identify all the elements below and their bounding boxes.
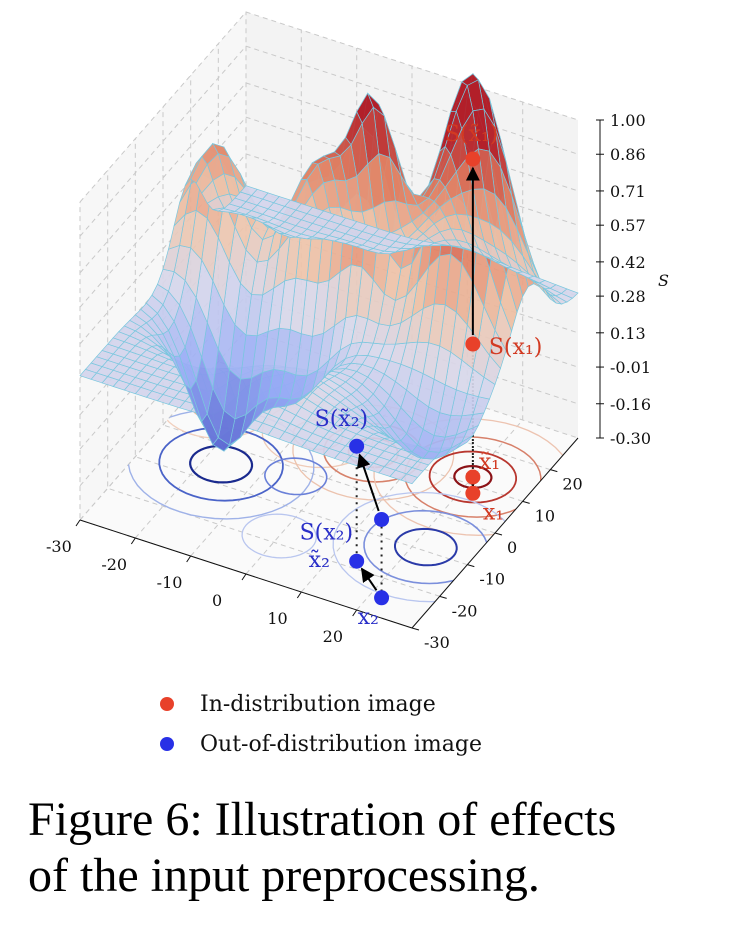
surface-cell: [239, 185, 258, 196]
x-tick-label: -20: [101, 555, 127, 574]
surface-plot: 1.00 0.86 0.71 0.57 0.42 0.28 0.13 -0.01 -0.16 -0…: [46, 11, 669, 652]
caption-line-1: Figure 6: Illustration of effects: [28, 793, 617, 846]
y-tick-label: -30: [424, 633, 450, 652]
point-label-S_x1_tilde: S(x̃₁): [445, 122, 498, 147]
z-tick-label: -0.16: [610, 395, 651, 414]
grid-line-z: [79, 45, 579, 237]
z-tick-label: 0.71: [610, 182, 646, 201]
z-tick-label: 0.28: [610, 287, 646, 306]
grid-line-z: [79, 153, 579, 345]
contour-ring: [363, 509, 489, 585]
z-tick-label: 0.86: [610, 145, 646, 164]
grid-line-y: [79, 202, 413, 629]
point-label-S_x2_tilde: S(x̃₂): [315, 407, 368, 432]
contour-ring: [158, 426, 284, 502]
z-tick-label: 0.13: [610, 324, 646, 343]
axes: 1.00 0.86 0.71 0.57 0.42 0.28 0.13 -0.01 -0.16 -0…: [46, 111, 669, 652]
point-label-x1: x₁: [483, 500, 504, 525]
grid-line-y: [162, 107, 496, 534]
point-S_x1: [465, 336, 481, 352]
points: x₁ x̃₁ S(x₁) S(x̃₁) x₂ x̃₂ S(x₂) S(x̃₂): [300, 122, 543, 630]
point-label-S_x1: S(x₁): [489, 335, 542, 360]
point-S_x2_tilde: [349, 438, 365, 454]
figure-caption: Figure 6: Illustration of effects of the…: [28, 792, 728, 904]
legend: In-distribution image Out-of-distributio…: [160, 684, 482, 764]
arrow-x2: [360, 567, 378, 591]
y-tick: [550, 469, 558, 473]
contour-ring: [241, 513, 317, 559]
legend-label-in: In-distribution image: [200, 691, 436, 717]
point-label-S_x2: S(x₂): [300, 520, 353, 545]
x-tick-label: 20: [323, 627, 343, 646]
point-x2_tilde: [349, 553, 365, 569]
point-S_x1_tilde: [465, 151, 481, 167]
x-tick-label: -30: [46, 537, 72, 556]
grid-line-y: [107, 170, 440, 597]
point-x1_tilde: [465, 469, 481, 485]
legend-marker-in: [160, 697, 174, 711]
contour-ring: [264, 457, 328, 496]
y-tick: [494, 532, 503, 536]
z-tick-label: 1.00: [610, 111, 646, 130]
x-tick-label: 0: [212, 591, 222, 610]
legend-marker-out: [160, 737, 174, 751]
y-tick-label: -20: [452, 601, 478, 620]
z-tick-label: -0.30: [610, 429, 651, 448]
arrows: [356, 166, 480, 591]
grid-line-z: [79, 11, 579, 203]
y-tick: [522, 500, 530, 504]
z-axis-label: S: [658, 271, 669, 290]
x-tick-label: 10: [267, 609, 287, 628]
point-label-x2: x₂: [358, 605, 379, 630]
point-label-x1_tilde: x̃₁: [479, 450, 500, 475]
x-tick: [352, 609, 358, 617]
contour-ring: [394, 527, 458, 567]
point-S_x2: [374, 511, 390, 527]
grid-line-z: [79, 82, 579, 274]
x-tick: [296, 591, 302, 599]
x-tick: [130, 537, 136, 545]
y-tick-label: 0: [507, 538, 517, 557]
point-x2: [374, 590, 390, 606]
y-tick: [411, 627, 420, 631]
legend-item-out: Out-of-distribution image: [160, 724, 482, 764]
surface-mesh: [79, 72, 579, 485]
grid-line-z: [79, 116, 579, 308]
y-tick: [467, 564, 475, 568]
y-tick: [439, 595, 447, 599]
contour-ring: [189, 444, 254, 484]
point-x1: [465, 485, 481, 501]
x-tick: [75, 519, 81, 527]
y-tick-label: 20: [562, 475, 582, 494]
z-tick-label: 0.42: [610, 253, 646, 272]
caption-line-2: of the input preprocessing.: [28, 849, 540, 902]
contour-ring: [332, 491, 520, 603]
x-tick: [186, 555, 192, 563]
legend-label-out: Out-of-distribution image: [200, 731, 482, 757]
point-label-x2_tilde: x̃₂: [309, 548, 330, 573]
projection-lines: [355, 159, 474, 598]
y-tick-label: 10: [535, 506, 555, 525]
x-tick: [241, 573, 247, 581]
z-tick-label: 0.57: [610, 216, 646, 235]
legend-item-in: In-distribution image: [160, 684, 482, 724]
arrow-S_x2: [356, 453, 380, 512]
grid-line-y: [134, 138, 468, 566]
x-tick-label: -10: [157, 573, 183, 592]
y-tick-label: -10: [479, 570, 505, 589]
z-tick-label: -0.01: [610, 358, 651, 377]
